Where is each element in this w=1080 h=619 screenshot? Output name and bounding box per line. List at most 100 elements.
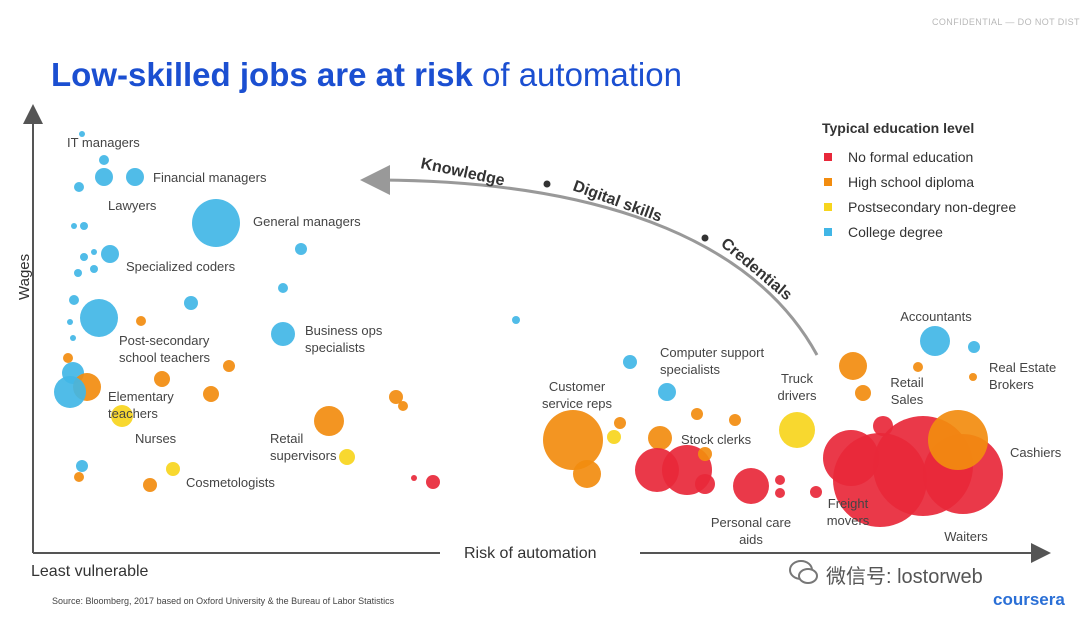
legend-swatch	[824, 152, 832, 161]
data-label: teachers	[108, 406, 158, 421]
bubble-point	[733, 468, 769, 504]
bubble-point	[184, 296, 198, 310]
bubble-point	[873, 416, 893, 436]
watermark: 微信号: lostorweb	[826, 566, 983, 588]
bubble-point	[968, 341, 980, 353]
bubble-point	[426, 475, 440, 489]
legend-swatch	[824, 227, 832, 236]
bubble-point	[928, 410, 988, 470]
bubble-point	[543, 410, 603, 470]
bubble-point	[729, 414, 741, 426]
bubble-point	[166, 462, 180, 476]
data-label: Cosmetologists	[186, 475, 275, 490]
bubble-point	[136, 316, 146, 326]
legend-label: Postsecondary non-degree	[848, 198, 1017, 215]
bubble-point	[71, 223, 77, 229]
legend-item: Postsecondary non-degree	[822, 194, 1016, 219]
bubble-point	[913, 362, 923, 372]
title-normal: of automation	[482, 56, 682, 93]
wechat-icon	[789, 560, 818, 584]
arrow-dot	[701, 234, 709, 242]
data-label: Post-secondary	[119, 333, 210, 348]
skills-arrow	[360, 165, 819, 356]
bubble-point	[389, 390, 403, 404]
bubble-point	[67, 319, 73, 325]
bubble-point	[111, 405, 133, 427]
bubble-point	[101, 245, 119, 263]
page-title: Low-skilled jobs are at risk of automati…	[51, 56, 682, 94]
bubble-point	[95, 168, 113, 186]
data-label: Brokers	[989, 377, 1034, 392]
bubble-point	[126, 168, 144, 186]
data-label: Retail	[890, 375, 923, 390]
bubble-point	[80, 299, 118, 337]
bubble-point	[79, 131, 85, 137]
bubble-point	[512, 316, 520, 324]
source-note: Source: Bloomberg, 2017 based on Oxford …	[52, 596, 395, 606]
data-label: IT managers	[67, 135, 140, 150]
bubble-point	[839, 352, 867, 380]
bubble-point	[623, 355, 637, 369]
bubble-point	[698, 447, 712, 461]
data-label: Business ops	[305, 323, 383, 338]
bubble-point	[775, 475, 785, 485]
legend-item: College degree	[822, 219, 1016, 244]
bubble-point	[920, 326, 950, 356]
bubble-point	[74, 182, 84, 192]
bubble-point	[695, 474, 715, 494]
bubble-point	[63, 353, 73, 363]
bubble-point	[775, 488, 785, 498]
bubble-point	[80, 253, 88, 261]
data-label: Elementary	[108, 389, 174, 404]
data-label: Computer support	[660, 345, 764, 360]
title-bold: Low-skilled jobs are at risk	[51, 56, 473, 93]
bubble-point	[823, 430, 879, 486]
bubble-point	[691, 408, 703, 420]
data-label: drivers	[777, 388, 817, 403]
bubble-point	[969, 373, 977, 381]
data-label: Retail	[270, 431, 303, 446]
data-label: Nurses	[135, 431, 177, 446]
least-vulnerable-label: Least vulnerable	[31, 563, 149, 580]
legend-title: Typical education level	[822, 120, 975, 136]
bubble-point	[614, 417, 626, 429]
bubble-point	[607, 430, 621, 444]
bubble-point	[99, 155, 109, 165]
bubble-point	[295, 243, 307, 255]
bubble-point	[54, 376, 86, 408]
data-label: Accountants	[900, 309, 972, 324]
bubble-point	[223, 360, 235, 372]
bubble-point	[76, 460, 88, 472]
bubble-point	[74, 472, 84, 482]
data-label: Waiters	[944, 529, 988, 544]
legend-item: No formal education	[822, 144, 1016, 169]
arrow-label: Credentials	[717, 235, 795, 304]
data-label: General managers	[253, 214, 361, 229]
x-axis-label: Risk of automation	[464, 545, 597, 562]
data-label: supervisors	[270, 448, 337, 463]
bubble-point	[91, 249, 97, 255]
legend-label: High school diploma	[848, 173, 975, 190]
bubble-point	[80, 222, 88, 230]
bubble-point	[573, 460, 601, 488]
bubble-point	[74, 269, 82, 277]
data-label: specialists	[305, 340, 365, 355]
arrow-dot	[543, 180, 551, 188]
y-axis-label: Wages	[16, 253, 33, 300]
bubble-point	[69, 295, 79, 305]
bubble-point	[70, 335, 76, 341]
bubble-point	[658, 383, 676, 401]
bubble-point	[271, 322, 295, 346]
data-label: Personal care	[711, 515, 791, 530]
bubble-point	[648, 426, 672, 450]
bubble-point	[90, 265, 98, 273]
bubble-point	[339, 449, 355, 465]
legend-label: College degree	[848, 223, 943, 240]
bubble-point	[411, 475, 417, 481]
data-label: Cashiers	[1010, 445, 1062, 460]
data-label: Truck	[781, 371, 814, 386]
coursera-logo: coursera	[993, 590, 1065, 609]
legend-swatch	[824, 202, 832, 211]
data-label: Sales	[891, 392, 924, 407]
